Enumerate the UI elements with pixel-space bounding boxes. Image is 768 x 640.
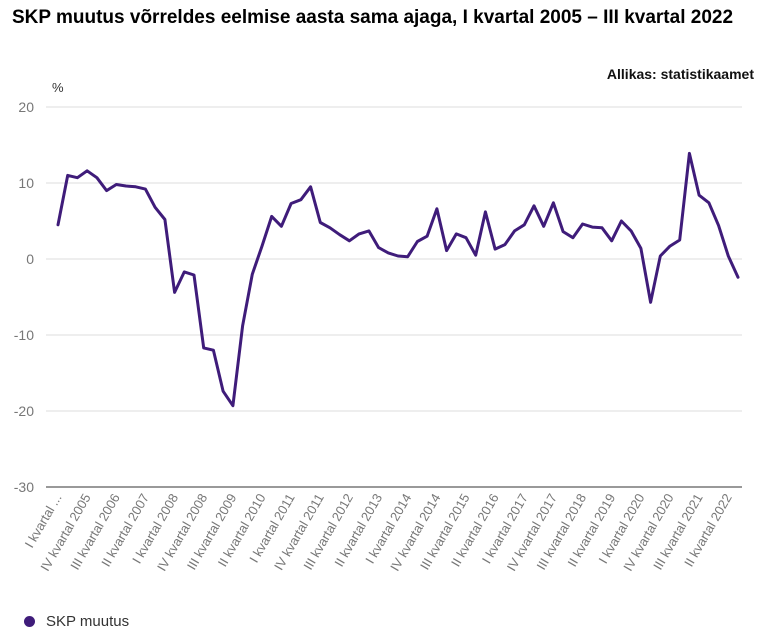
y-tick-label: -20 xyxy=(14,403,34,419)
y-tick-label: 20 xyxy=(18,99,34,115)
grid-lines xyxy=(46,106,742,488)
chart-title: SKP muutus võrreldes eelmise aasta sama … xyxy=(12,7,734,28)
source-label: Allikas: statistikaamet xyxy=(606,66,754,82)
series-line-skp-muutus xyxy=(56,151,740,408)
legend-marker xyxy=(24,616,35,627)
y-axis-unit: % xyxy=(52,80,64,95)
legend: SKP muutus xyxy=(24,613,129,630)
y-tick-label: 0 xyxy=(26,251,34,267)
y-tick-label: 10 xyxy=(18,175,34,191)
legend-label: SKP muutus xyxy=(46,613,130,630)
y-tick-label: -30 xyxy=(14,479,34,495)
y-tick-label: -10 xyxy=(14,327,34,343)
y-axis-ticks: 20 10 0 -10 -20 -30 xyxy=(14,99,34,495)
